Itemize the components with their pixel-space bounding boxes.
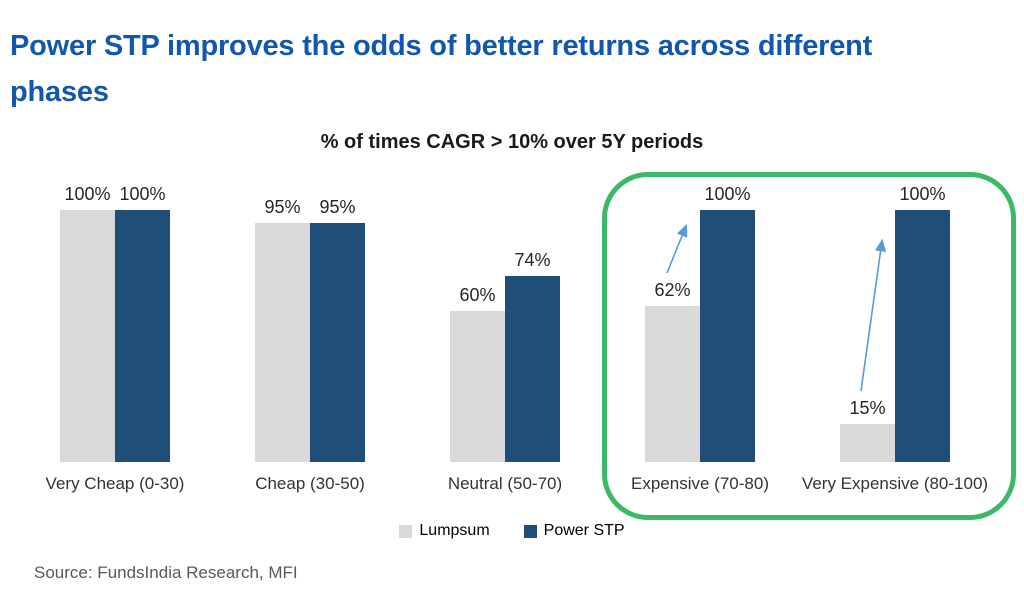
bar-power-stp-very-expensive-80-100 — [895, 210, 950, 462]
legend-swatch-lumpsum — [399, 524, 413, 538]
legend-label-power-stp: Power STP — [543, 522, 625, 539]
value-label-lumpsum-very-cheap-0-30: 100% — [64, 184, 111, 204]
value-label-power-stp-very-expensive-80-100: 100% — [899, 184, 946, 204]
value-label-power-stp-neutral-50-70: 74% — [514, 250, 551, 270]
chart-title: % of times CAGR > 10% over 5Y periods — [320, 131, 704, 153]
bar-lumpsum-cheap-30-50 — [255, 223, 310, 462]
value-label-power-stp-very-cheap-0-30: 100% — [119, 184, 166, 204]
legend-swatch-power-stp — [523, 524, 537, 538]
bar-lumpsum-expensive-70-80 — [645, 306, 700, 462]
bar-lumpsum-neutral-50-70 — [450, 311, 505, 462]
category-label-neutral-50-70: Neutral (50-70) — [447, 474, 563, 493]
value-label-lumpsum-neutral-50-70: 60% — [459, 285, 496, 305]
legend-item-lumpsum: Lumpsum — [399, 522, 490, 540]
value-label-power-stp-cheap-30-50: 95% — [319, 197, 356, 217]
page-title: Power STP improves the odds of better re… — [10, 30, 873, 109]
bar-power-stp-neutral-50-70 — [505, 276, 560, 462]
chart-legend: Lumpsum Power STP — [0, 520, 1024, 542]
bar-lumpsum-very-cheap-0-30 — [60, 210, 115, 462]
value-label-lumpsum-cheap-30-50: 95% — [264, 197, 301, 217]
category-label-very-expensive-80-100: Very Expensive (80-100) — [801, 474, 989, 493]
value-label-lumpsum-expensive-70-80: 62% — [654, 280, 691, 300]
category-label-very-cheap-0-30: Very Cheap (0-30) — [45, 474, 185, 493]
value-label-lumpsum-very-expensive-80-100: 15% — [849, 398, 886, 418]
legend-label-lumpsum: Lumpsum — [419, 522, 490, 539]
source-note: Source: FundsIndia Research, MFI — [34, 563, 298, 582]
category-label-cheap-30-50: Cheap (30-50) — [255, 474, 365, 493]
category-label-expensive-70-80: Expensive (70-80) — [631, 474, 769, 493]
bar-lumpsum-very-expensive-80-100 — [840, 424, 895, 462]
legend-item-power-stp: Power STP — [523, 522, 625, 540]
bar-power-stp-expensive-70-80 — [700, 210, 755, 462]
value-label-power-stp-expensive-70-80: 100% — [704, 184, 751, 204]
bar-power-stp-very-cheap-0-30 — [115, 210, 170, 462]
bar-power-stp-cheap-30-50 — [310, 223, 365, 462]
